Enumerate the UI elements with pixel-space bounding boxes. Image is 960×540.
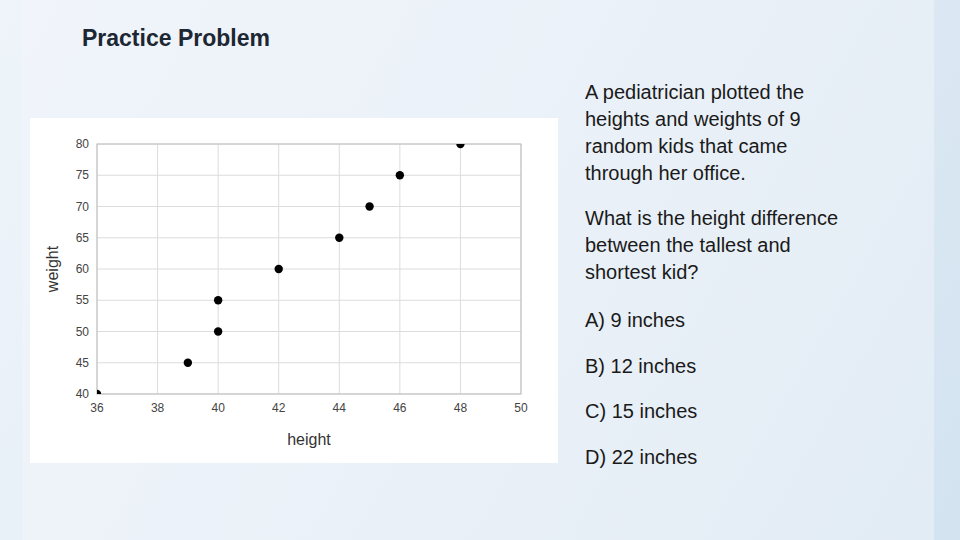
grid (97, 144, 521, 394)
y-grid-line (97, 300, 521, 301)
scatter-point (97, 390, 101, 394)
intro-line: random kids that came (585, 135, 787, 157)
question-line: between the tallest and (585, 234, 791, 256)
scatter-point (365, 202, 373, 210)
y-grid-line (97, 237, 521, 238)
y-grid-line (97, 362, 521, 363)
answer-option: C) 15 inches (585, 400, 697, 422)
slide: Practice Problem A pediatrician plotted t… (0, 0, 960, 540)
x-tick-label: 40 (211, 401, 225, 415)
x-tick-label: 44 (333, 401, 347, 415)
scatter-point (275, 265, 283, 273)
heading: Practice Problem (82, 25, 270, 51)
intro-line: through her office. (585, 162, 746, 184)
x-axis-label: height (287, 431, 331, 448)
scatter-point (456, 144, 464, 148)
y-grid-line (97, 269, 521, 270)
y-tick-label: 70 (76, 200, 90, 214)
x-tick-label: 38 (151, 401, 165, 415)
question-line: shortest kid? (585, 261, 698, 283)
intro-line: heights and weights of 9 (585, 108, 801, 130)
x-tick-label: 36 (90, 401, 104, 415)
scatter-point (214, 296, 222, 304)
y-tick-label: 55 (76, 293, 90, 307)
plot-frame (97, 144, 521, 394)
y-tick-label: 40 (76, 387, 90, 401)
x-tick-label: 42 (272, 401, 286, 415)
y-grid-line (97, 331, 521, 332)
panel (22, 0, 934, 540)
y-grid-line (97, 175, 521, 176)
x-tick-label: 50 (514, 401, 528, 415)
x-tick-label: 48 (454, 401, 468, 415)
points (97, 144, 465, 394)
scatter-point (335, 234, 343, 242)
y-tick-label: 50 (76, 325, 90, 339)
y-grid-line (97, 206, 521, 207)
scatter-point (214, 327, 222, 335)
answer-option: B) 12 inches (585, 355, 696, 377)
y-tick-label: 60 (76, 262, 90, 276)
y-axis-label: weight (44, 245, 61, 293)
y-tick-label: 75 (76, 168, 90, 182)
y-tick-label: 80 (76, 137, 90, 151)
answer-option: A) 9 inches (585, 309, 685, 331)
y-tick-label: 65 (76, 231, 90, 245)
y-tick-label: 45 (76, 356, 90, 370)
scatter-point (396, 171, 404, 179)
chart-background (30, 118, 558, 463)
answer-option: D) 22 inches (585, 446, 697, 468)
question-line: What is the height difference (585, 207, 838, 229)
intro-line: A pediatrician plotted the (585, 81, 804, 103)
scatter-point (184, 359, 192, 367)
x-tick-label: 46 (393, 401, 407, 415)
